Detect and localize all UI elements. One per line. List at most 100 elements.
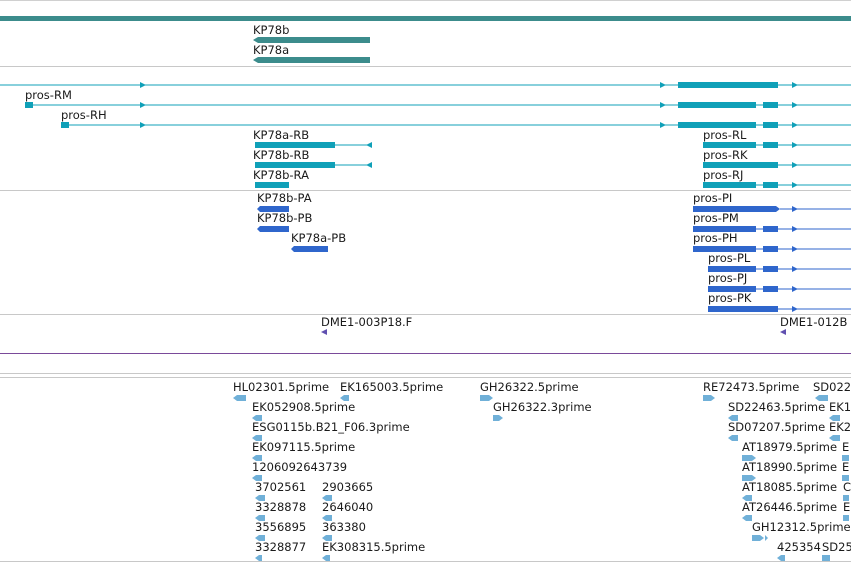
transcript-track: pros-RM pros-RH KP78a-RB [0, 82, 851, 188]
est-feature[interactable]: AT18979.5prime [742, 440, 837, 461]
protein-pros-pl[interactable]: pros-PL [708, 251, 851, 272]
probe-dme1-012b[interactable]: DME1-012B [780, 315, 847, 335]
est-feature[interactable]: 425354 [777, 540, 821, 561]
est-feature[interactable]: EK097115.5prime [252, 440, 355, 461]
protein-label: pros-PI [693, 191, 732, 205]
est-feature[interactable]: 2903665 [322, 480, 373, 501]
transcript-row-unlabeled[interactable] [0, 82, 851, 88]
est-feature[interactable]: 3328877 [255, 540, 306, 561]
region-bar[interactable] [0, 16, 851, 21]
transcript-label: pros-RH [61, 108, 107, 122]
transcript-kp78a-rb[interactable]: KP78a-RB [253, 128, 372, 148]
est-feature[interactable]: EK052908.5prime [252, 400, 355, 421]
est-feature[interactable]: EK308315.5prime [322, 540, 425, 561]
transcript-pros-rl[interactable]: pros-RL [703, 128, 851, 148]
est-label: SD07207.5prime [728, 420, 825, 434]
transcript-kp78b-ra[interactable]: KP78b-RA [253, 168, 309, 188]
est-feature[interactable]: SD25 [822, 540, 851, 561]
est-feature[interactable]: SD22463.5prime [728, 400, 825, 421]
est-label: C [843, 480, 851, 494]
est-feature[interactable]: 1206092643739 [252, 460, 347, 481]
est-feature[interactable]: SD07207.5prime [728, 420, 825, 441]
est-feature[interactable]: C [843, 480, 851, 501]
est-track: HL02301.5prime EK165003.5prime GH26322.5… [233, 380, 851, 561]
transcript-kp78b-rb[interactable]: KP78b-RB [253, 148, 372, 168]
est-feature[interactable]: GH26322.5prime [480, 380, 579, 401]
est-feature[interactable]: EK1 [829, 400, 851, 421]
protein-pros-pk[interactable]: pros-PK [708, 291, 851, 312]
probe-label: DME1-012B [780, 315, 847, 329]
protein-label: pros-PL [708, 251, 751, 265]
est-label: GH12312.5prime [752, 520, 851, 534]
est-feature[interactable]: AT18990.5prime [742, 460, 837, 481]
est-feature[interactable]: HL02301.5prime [233, 380, 329, 401]
est-feature[interactable]: RE72473.5prime [703, 380, 799, 401]
protein-kp78a-pb[interactable]: KP78a-PB [291, 231, 346, 252]
protein-pros-pi[interactable]: pros-PI [693, 191, 851, 212]
est-label: EK097115.5prime [252, 440, 355, 454]
est-label: AT26446.5prime [742, 500, 837, 514]
est-feature[interactable]: SD022 [813, 380, 851, 401]
est-feature[interactable]: 3702561 [255, 480, 306, 501]
est-feature[interactable]: E [842, 440, 849, 461]
est-label: 3556895 [255, 520, 306, 534]
est-feature[interactable]: GH26322.3prime [493, 400, 592, 421]
est-label: E [843, 500, 850, 514]
transcript-label: KP78a-RB [253, 128, 309, 142]
est-feature[interactable]: EK165003.5prime [340, 380, 443, 401]
gene-track: KP78b KP78a [253, 23, 370, 63]
transcript-pros-rj[interactable]: pros-RJ [703, 168, 851, 188]
transcript-pros-rm[interactable]: pros-RM [25, 88, 851, 108]
est-feature[interactable]: E [842, 460, 849, 481]
protein-label: KP78b-PA [257, 191, 312, 205]
gene-label: KP78b [253, 23, 289, 37]
protein-label: pros-PH [693, 231, 738, 245]
est-label: ESG0115b.B21_F06.3prime [252, 420, 410, 434]
protein-kp78b-pb[interactable]: KP78b-PB [257, 211, 312, 232]
gene-kp78b[interactable]: KP78b [253, 23, 370, 43]
gene-label: KP78a [253, 43, 289, 57]
est-feature[interactable]: E [843, 500, 850, 521]
est-feature[interactable]: AT18085.5prime [742, 480, 837, 501]
est-label: EK308315.5prime [322, 540, 425, 554]
est-label: EK2 [829, 420, 851, 434]
est-label: SD022 [813, 380, 851, 394]
est-feature[interactable]: GH12312.5prime [752, 520, 851, 541]
est-feature[interactable]: AT26446.5prime [742, 500, 837, 521]
gene-feature[interactable] [253, 57, 370, 63]
gene-feature[interactable] [253, 37, 370, 43]
est-label: EK165003.5prime [340, 380, 443, 394]
est-feature[interactable]: ESG0115b.B21_F06.3prime [252, 420, 410, 441]
transcript-pros-rk[interactable]: pros-RK [703, 148, 851, 168]
protein-label: pros-PJ [708, 271, 747, 285]
est-label: SD22463.5prime [728, 400, 825, 414]
est-label: 3328877 [255, 540, 306, 554]
est-feature[interactable]: EK2 [829, 420, 851, 441]
est-feature[interactable]: 3328878 [255, 500, 306, 521]
est-feature[interactable]: 3556895 [255, 520, 306, 541]
est-label: 2646040 [322, 500, 373, 514]
est-label: RE72473.5prime [703, 380, 799, 394]
est-feature[interactable]: 363380 [322, 520, 366, 541]
protein-label: pros-PM [693, 211, 739, 225]
est-label: 3328878 [255, 500, 306, 514]
protein-label: KP78a-PB [291, 231, 346, 245]
est-feature[interactable]: 2646040 [322, 500, 373, 521]
est-label: 3702561 [255, 480, 306, 494]
est-label: SD25 [822, 540, 851, 554]
protein-kp78b-pa[interactable]: KP78b-PA [257, 191, 312, 212]
est-label: AT18085.5prime [742, 480, 837, 494]
protein-pros-pj[interactable]: pros-PJ [708, 271, 851, 292]
transcript-pros-rh[interactable]: pros-RH [61, 108, 851, 128]
protein-pros-pm[interactable]: pros-PM [693, 211, 851, 232]
est-label: E [842, 440, 849, 454]
est-label: AT18979.5prime [742, 440, 837, 454]
probe-dme1-003p18[interactable]: DME1-003P18.F [321, 315, 412, 335]
gene-kp78a[interactable]: KP78a [253, 43, 370, 63]
protein-pros-ph[interactable]: pros-PH [693, 231, 851, 252]
protein-label: KP78b-PB [257, 211, 312, 225]
transcript-label: pros-RK [703, 148, 748, 162]
transcript-label: pros-RM [25, 88, 72, 102]
transcript-label: pros-RL [703, 128, 747, 142]
